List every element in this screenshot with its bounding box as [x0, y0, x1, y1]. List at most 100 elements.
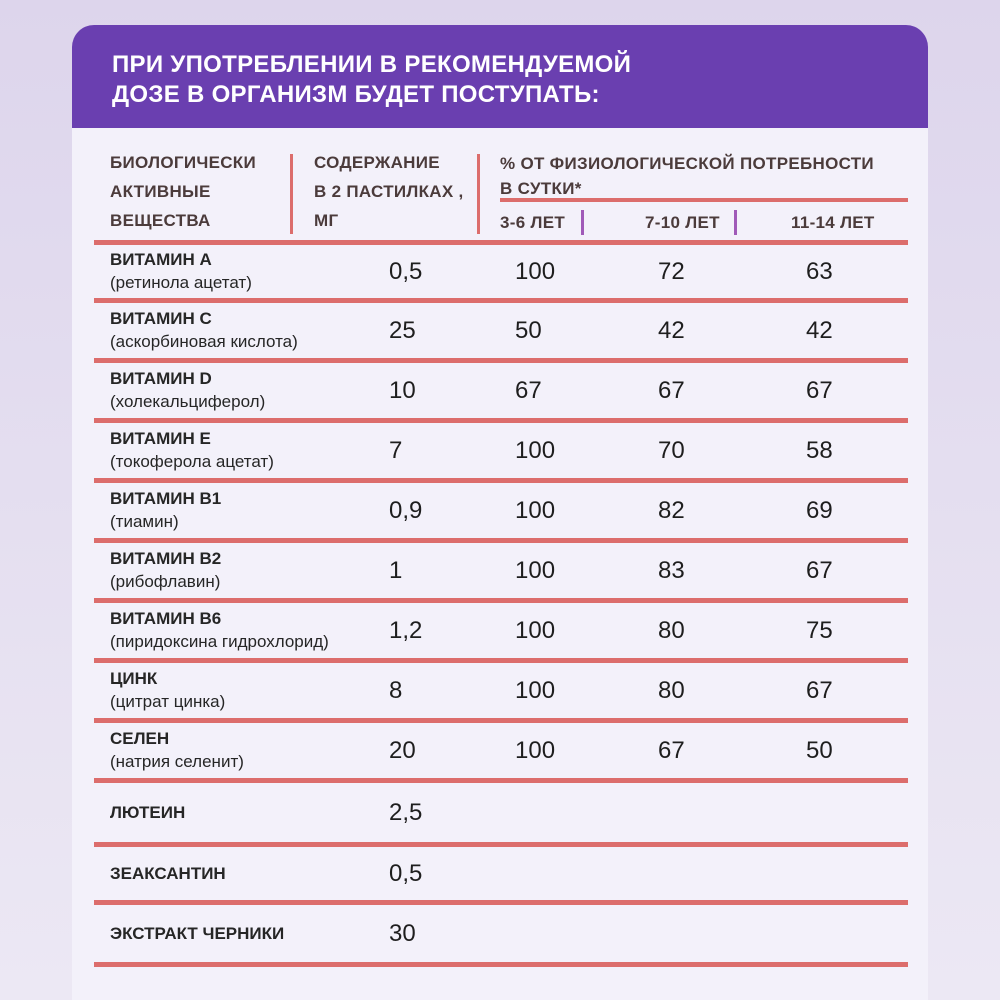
substance-name: ВИТАМИН А	[110, 249, 212, 269]
substance-name-cell: СЕЛЕН (натрия селенит)	[110, 727, 390, 773]
percent-7-10-value: 83	[658, 556, 685, 584]
header-divider-1	[290, 154, 293, 234]
content-mg-value: 10	[389, 376, 416, 404]
row-divider	[94, 358, 908, 363]
substance-name-cell: ВИТАМИН В6 (пиридоксина гидрохлорид)	[110, 607, 390, 653]
substance-name: ВИТАМИН D	[110, 368, 212, 388]
percent-11-14-value: 42	[806, 316, 833, 344]
nutrition-card: ПРИ УПОТРЕБЛЕНИИ В РЕКОМЕНДУЕМОЙ ДОЗЕ В …	[72, 25, 928, 1000]
header-divider-2	[477, 154, 480, 234]
percent-7-10-value: 42	[658, 316, 685, 344]
age-divider-2	[734, 210, 737, 235]
substance-name-cell: ВИТАМИН Е (токоферола ацетат)	[110, 427, 390, 473]
content-mg-value: 0,9	[389, 496, 423, 524]
percent-7-10-value: 80	[658, 616, 685, 644]
substance-name: ЗЕАКСАНТИН	[110, 863, 226, 883]
content-mg-value: 1	[389, 556, 403, 584]
substance-form: (рибофлавин)	[110, 571, 221, 591]
substance-name: ВИТАМИН Е	[110, 428, 211, 448]
percent-7-10-value: 72	[658, 257, 685, 285]
header-content-line-2: В 2 ПАСТИЛКАХ ,	[314, 182, 464, 201]
row-divider	[94, 478, 908, 483]
content-mg-value: 0,5	[389, 859, 423, 887]
content-mg-value: 1,2	[389, 616, 423, 644]
row-divider	[94, 718, 908, 723]
substance-name: ВИТАМИН В1	[110, 488, 222, 508]
row-divider	[94, 778, 908, 783]
header-age-3-6: 3-6 ЛЕТ	[500, 213, 566, 232]
substance-form: (тиамин)	[110, 511, 179, 531]
substance-form: (токоферола ацетат)	[110, 451, 274, 471]
substance-form: (натрия селенит)	[110, 751, 244, 771]
substance-name-cell: ЭКСТРАКТ ЧЕРНИКИ	[110, 922, 390, 945]
row-divider	[94, 658, 908, 663]
percent-11-14-value: 67	[806, 556, 833, 584]
header-content-line-3: МГ	[314, 211, 339, 230]
header-content: СОДЕРЖАНИЕ В 2 ПАСТИЛКАХ , МГ	[314, 148, 464, 235]
header-percent: % ОТ ФИЗИОЛОГИЧЕСКОЙ ПОТРЕБНОСТИ В СУТКИ…	[500, 151, 874, 201]
header-age-11-14: 11-14 ЛЕТ	[791, 213, 875, 232]
percent-11-14-value: 75	[806, 616, 833, 644]
substance-form: (цитрат цинка)	[110, 691, 226, 711]
content-mg-value: 25	[389, 316, 416, 344]
percent-3-6-value: 100	[515, 257, 556, 285]
header-percent-line-1: % ОТ ФИЗИОЛОГИЧЕСКОЙ ПОТРЕБНОСТИ	[500, 154, 874, 173]
percent-3-6-value: 100	[515, 616, 556, 644]
percent-3-6-value: 100	[515, 736, 556, 764]
row-divider	[94, 538, 908, 543]
percent-11-14-value: 58	[806, 436, 833, 464]
substance-name-cell: ВИТАМИН В2 (рибофлавин)	[110, 547, 390, 593]
percent-7-10-value: 82	[658, 496, 685, 524]
row-divider	[94, 900, 908, 905]
header-substances-line-2: АКТИВНЫЕ	[110, 182, 211, 201]
substance-name-cell: ЦИНК (цитрат цинка)	[110, 667, 390, 713]
age-divider-1	[581, 210, 584, 235]
content-mg-value: 30	[389, 919, 416, 947]
substance-form: (аскорбиновая кислота)	[110, 331, 298, 351]
substance-name: ВИТАМИН В6	[110, 608, 222, 628]
percent-7-10-value: 67	[658, 376, 685, 404]
percent-11-14-value: 69	[806, 496, 833, 524]
content-mg-value: 7	[389, 436, 403, 464]
substance-name-cell: ВИТАМИН В1 (тиамин)	[110, 487, 390, 533]
content-mg-value: 0,5	[389, 257, 423, 285]
header-percent-underline	[500, 198, 908, 202]
substance-name: ЛЮТЕИН	[110, 802, 186, 822]
percent-7-10-value: 70	[658, 436, 685, 464]
percent-11-14-value: 67	[806, 376, 833, 404]
substance-name-cell: ЗЕАКСАНТИН	[110, 862, 390, 885]
percent-3-6-value: 100	[515, 436, 556, 464]
row-divider	[94, 962, 908, 967]
substance-name-cell: ЛЮТЕИН	[110, 801, 390, 824]
header-substances-line-3: ВЕЩЕСТВА	[110, 211, 211, 230]
substance-name: ЭКСТРАКТ ЧЕРНИКИ	[110, 923, 285, 943]
percent-3-6-value: 100	[515, 496, 556, 524]
header-substances: БИОЛОГИЧЕСКИ АКТИВНЫЕ ВЕЩЕСТВА	[110, 148, 256, 235]
substance-name: ВИТАМИН В2	[110, 548, 222, 568]
substance-name-cell: ВИТАМИН А (ретинола ацетат)	[110, 248, 390, 294]
page-title: ПРИ УПОТРЕБЛЕНИИ В РЕКОМЕНДУЕМОЙ ДОЗЕ В …	[112, 50, 812, 110]
substance-name-cell: ВИТАМИН С (аскорбиновая кислота)	[110, 307, 390, 353]
substance-name: ВИТАМИН С	[110, 308, 212, 328]
percent-3-6-value: 50	[515, 316, 542, 344]
header-age-7-10: 7-10 ЛЕТ	[645, 213, 720, 232]
title-banner: ПРИ УПОТРЕБЛЕНИИ В РЕКОМЕНДУЕМОЙ ДОЗЕ В …	[72, 25, 928, 128]
row-divider	[94, 240, 908, 245]
substance-name: ЦИНК	[110, 668, 158, 688]
title-line-2: ДОЗЕ В ОРГАНИЗМ БУДЕТ ПОСТУПАТЬ:	[112, 81, 600, 108]
substance-form: (пиридоксина гидрохлорид)	[110, 631, 329, 651]
percent-3-6-value: 100	[515, 556, 556, 584]
percent-3-6-value: 67	[515, 376, 542, 404]
header-substances-line-1: БИОЛОГИЧЕСКИ	[110, 153, 256, 172]
content-mg-value: 20	[389, 736, 416, 764]
substance-name-cell: ВИТАМИН D (холекальциферол)	[110, 367, 390, 413]
percent-11-14-value: 63	[806, 257, 833, 285]
header-content-line-1: СОДЕРЖАНИЕ	[314, 153, 440, 172]
row-divider	[94, 598, 908, 603]
content-mg-value: 8	[389, 676, 403, 704]
row-divider	[94, 842, 908, 847]
percent-11-14-value: 50	[806, 736, 833, 764]
percent-7-10-value: 67	[658, 736, 685, 764]
header-percent-line-2: В СУТКИ*	[500, 179, 582, 198]
title-line-1: ПРИ УПОТРЕБЛЕНИИ В РЕКОМЕНДУЕМОЙ	[112, 51, 632, 78]
